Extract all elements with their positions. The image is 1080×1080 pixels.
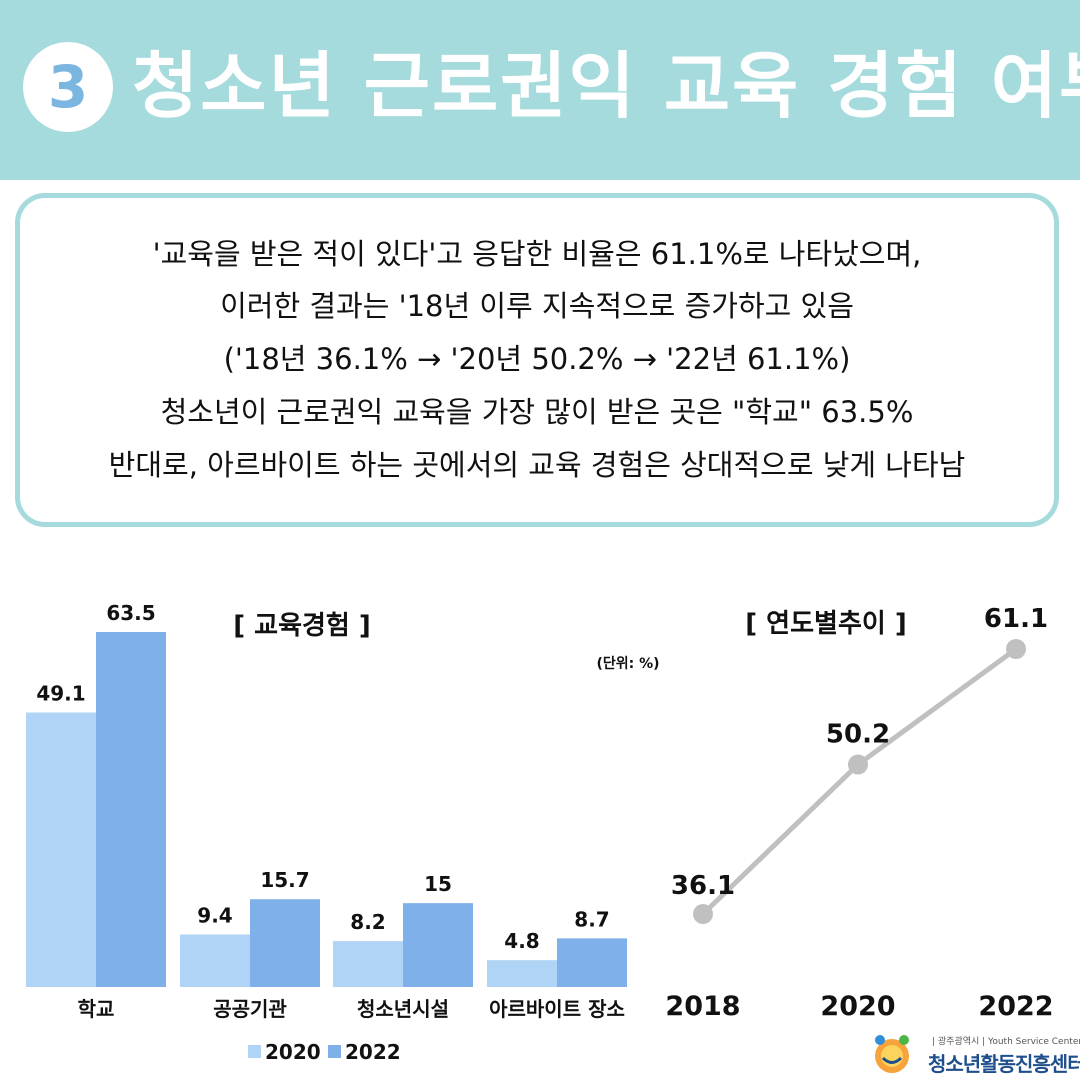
logo-name: 청소년활동진흥센터 bbox=[928, 1052, 1080, 1076]
bar-2020 bbox=[487, 960, 557, 987]
chart-title: [ 교육경험 ] bbox=[233, 611, 371, 641]
youth-center-logo-icon bbox=[875, 1035, 909, 1073]
category-label: 학교 bbox=[78, 997, 115, 1021]
legend-swatch bbox=[248, 1045, 261, 1058]
summary-line: '교육을 받은 적이 있다'고 응답한 비율은 61.1%로 나타났으며, bbox=[152, 237, 922, 271]
bar-value-label: 8.7 bbox=[574, 907, 609, 931]
legend-label: 2022 bbox=[345, 1040, 401, 1064]
bar-2022 bbox=[403, 903, 473, 987]
year-label: 2018 bbox=[665, 991, 740, 1022]
summary-line: 반대로, 아르바이트 하는 곳에서의 교육 경험은 상대적으로 낮게 나타남 bbox=[108, 448, 966, 482]
bar-value-label: 63.5 bbox=[106, 601, 155, 625]
chart-title: [ 연도별추이 ] bbox=[745, 609, 906, 639]
category-label: 아르바이트 장소 bbox=[489, 997, 625, 1021]
bar-value-label: 15 bbox=[424, 872, 452, 896]
bar-2020 bbox=[26, 712, 96, 987]
bar-value-label: 15.7 bbox=[260, 868, 309, 892]
summary-box: '교육을 받은 적이 있다'고 응답한 비율은 61.1%로 나타났으며, 이러… bbox=[15, 193, 1059, 527]
unit-label: (단위: %) bbox=[596, 655, 659, 672]
trend-value-label: 36.1 bbox=[671, 871, 735, 901]
center-logo: | 광주광역시 | Youth Service Center 청소년활동진흥센터 bbox=[866, 1030, 1080, 1080]
bar-value-label: 9.4 bbox=[197, 903, 232, 927]
category-label: 청소년시설 bbox=[357, 997, 449, 1021]
bar-value-label: 4.8 bbox=[504, 929, 539, 953]
trend-point bbox=[693, 904, 713, 924]
bar-value-label: 49.1 bbox=[36, 682, 85, 706]
trend-value-label: 50.2 bbox=[826, 720, 890, 750]
bar-2022 bbox=[557, 938, 627, 987]
trend-line bbox=[701, 646, 1018, 916]
trend-point bbox=[1006, 639, 1026, 659]
summary-line: 청소년이 근로권익 교육을 가장 많이 받은 곳은 "학교" 63.5% bbox=[160, 395, 914, 429]
education-experience-bar-chart: 49.1 63.5 학교 9.4 15.7 공공기관 8.2 15 청소년시설 4.8 8.7 아르바… bbox=[26, 601, 660, 1064]
header-band: 3 청소년 근로권익 교육 경험 여부 bbox=[0, 0, 1080, 180]
year-label: 2020 bbox=[820, 991, 895, 1022]
year-label: 2022 bbox=[978, 991, 1053, 1022]
bar-2022 bbox=[96, 632, 166, 987]
bar-value-label: 8.2 bbox=[350, 910, 385, 934]
page-title: 청소년 근로권익 교육 경험 여부 bbox=[132, 44, 1080, 128]
section-number-badge: 3 bbox=[23, 42, 113, 132]
summary-line: ('18년 36.1% → '20년 50.2% → '22년 61.1%) bbox=[223, 342, 851, 376]
category-label: 공공기관 bbox=[213, 997, 287, 1021]
bar-2022 bbox=[250, 899, 320, 987]
bar-2020 bbox=[333, 941, 403, 987]
logo-subtext: | 광주광역시 | Youth Service Center bbox=[932, 1037, 1080, 1047]
summary-line: 이러한 결과는 '18년 이루 지속적으로 증가하고 있음 bbox=[220, 289, 854, 323]
legend-swatch bbox=[328, 1045, 341, 1058]
trend-point bbox=[848, 754, 868, 775]
bar-2020 bbox=[180, 934, 250, 987]
trend-value-label: 61.1 bbox=[984, 604, 1048, 634]
yearly-trend-line-chart: 36.1 2018 50.2 2020 61.1 2022 [ 연도별추이 ] bbox=[665, 604, 1053, 1022]
legend-label: 2020 bbox=[265, 1040, 321, 1064]
